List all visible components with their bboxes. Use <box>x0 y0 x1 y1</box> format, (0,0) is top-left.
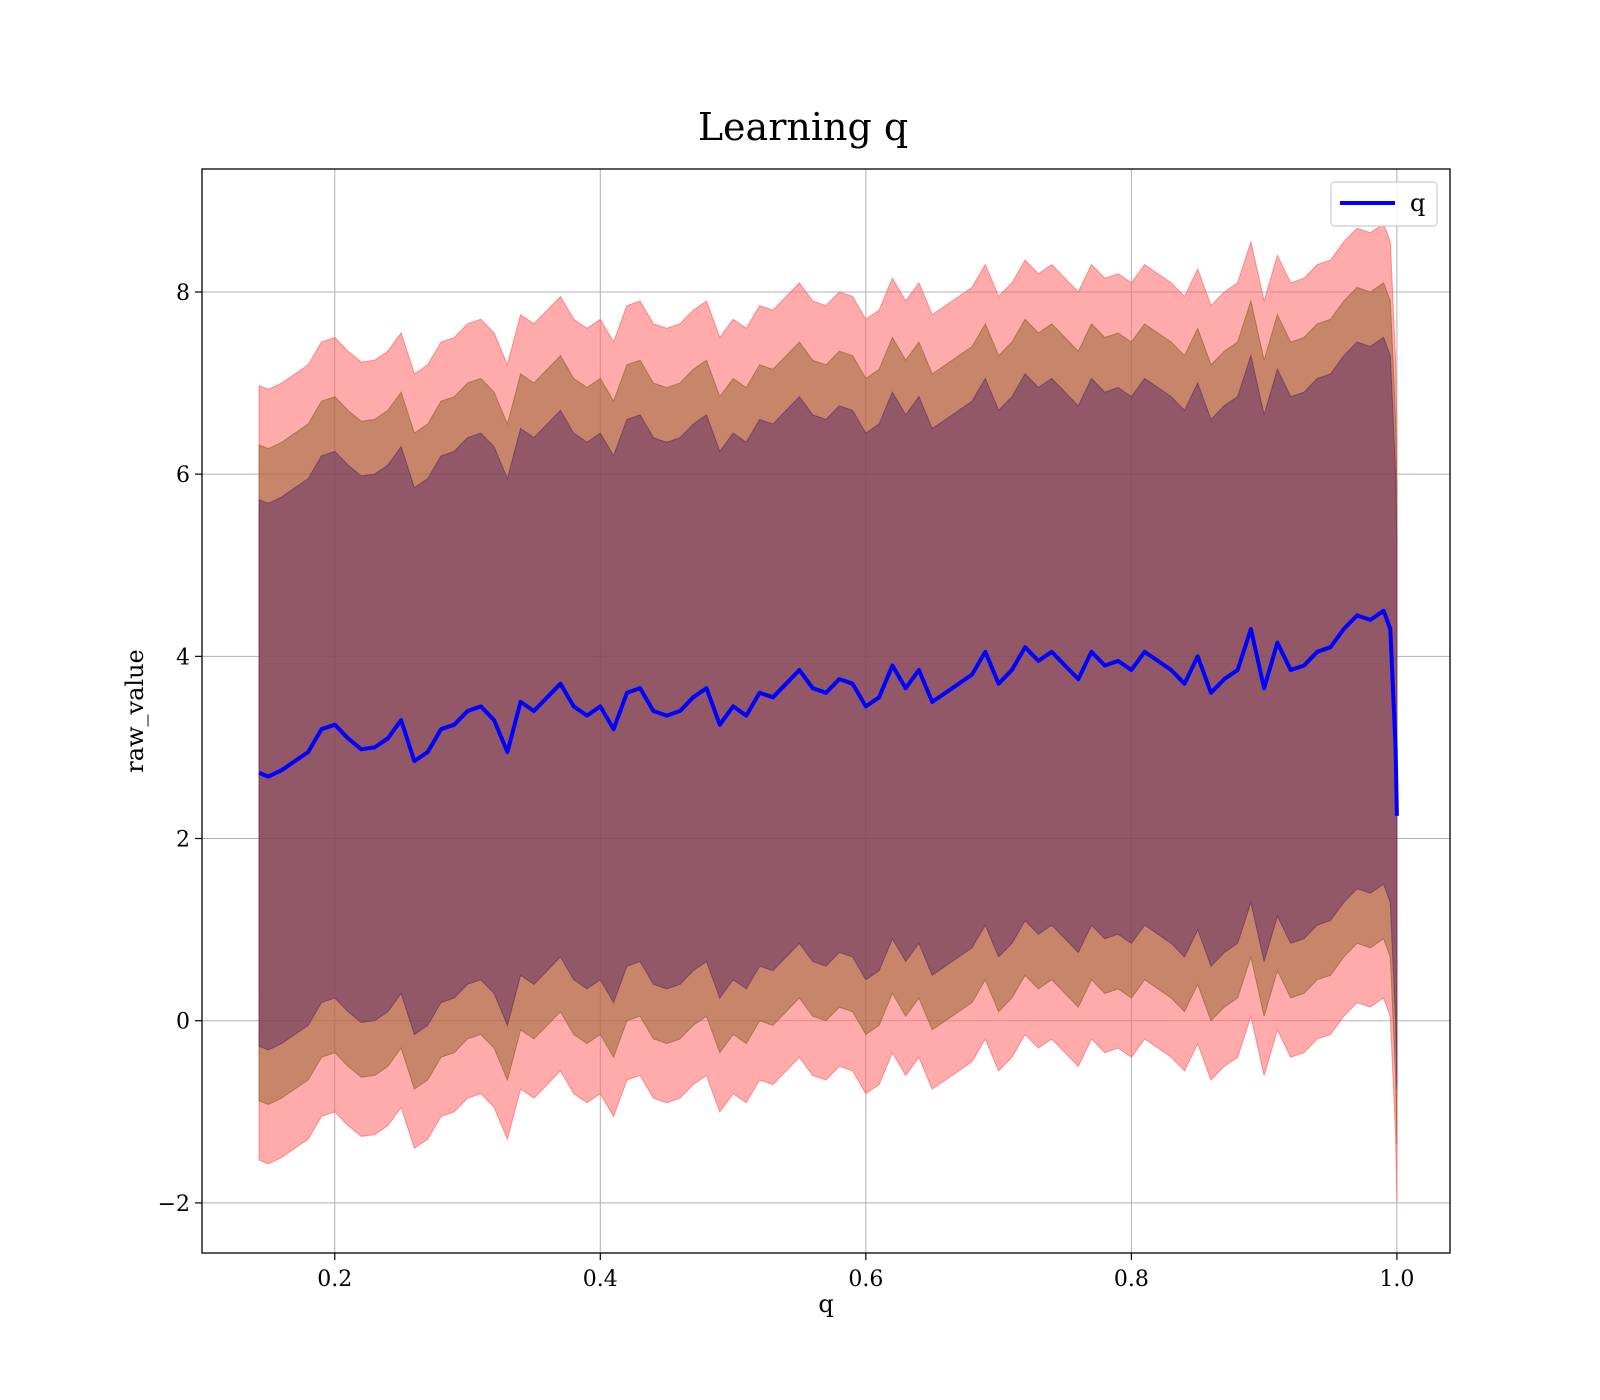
x-axis-label: q <box>818 1290 833 1318</box>
x-tick-label: 1.0 <box>1379 1267 1414 1292</box>
chart-title: Learning q <box>698 105 908 149</box>
y-tick-label: 6 <box>176 463 190 488</box>
series-lines <box>258 608 1399 816</box>
x-axis: 0.2 0.4 0.6 0.8 1.0 <box>317 1253 1414 1292</box>
series-line-q <box>258 608 1399 816</box>
x-tick-label: 0.4 <box>583 1267 618 1292</box>
legend-label-q: q <box>1410 189 1425 217</box>
y-tick-label: −2 <box>158 1192 190 1217</box>
x-tick-label: 0.8 <box>1114 1267 1149 1292</box>
y-tick-label: 4 <box>176 645 190 670</box>
y-tick-label: 8 <box>176 281 190 306</box>
legend: q <box>1330 181 1438 227</box>
y-axis-label: raw_value <box>121 649 149 773</box>
x-tick-label: 0.6 <box>848 1267 883 1292</box>
plot-frame <box>201 168 1451 1254</box>
y-tick-label: 2 <box>176 828 190 853</box>
confidence-bands <box>258 222 1398 1203</box>
y-axis: −2 0 2 4 6 8 <box>158 281 202 1217</box>
y-tick-label: 0 <box>176 1010 190 1035</box>
band-2 <box>258 336 1398 1090</box>
x-tick-label: 0.2 <box>317 1267 352 1292</box>
